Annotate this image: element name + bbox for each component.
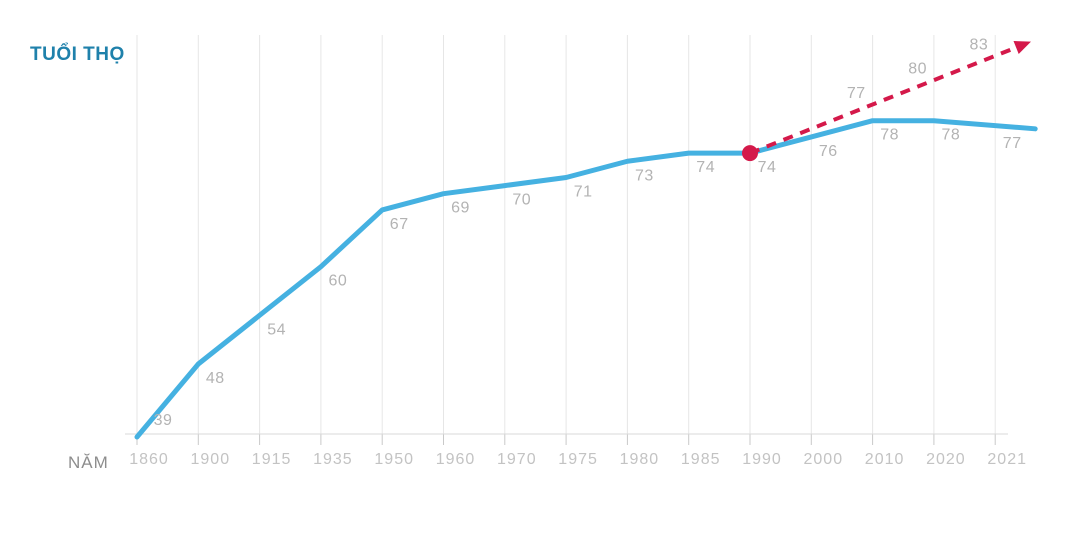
value-label: 69 — [451, 200, 470, 217]
x-tick-label: 2010 — [865, 451, 905, 468]
x-tick-label: 1860 — [129, 451, 169, 468]
value-label: 71 — [574, 183, 593, 200]
projection-value-label: 80 — [908, 61, 927, 78]
actual-line — [134, 118, 1038, 440]
chart-title: TUỔI THỌ — [30, 44, 125, 65]
x-tick-label: 1970 — [497, 451, 537, 468]
value-label: 78 — [880, 127, 899, 144]
projection-arrowhead-icon — [1013, 41, 1031, 54]
value-label: 39 — [154, 412, 173, 429]
value-label: 74 — [758, 159, 777, 176]
projection-line — [749, 44, 1019, 156]
value-label: 73 — [635, 167, 654, 184]
x-tick-label: 1975 — [558, 451, 598, 468]
x-tick-label: 1960 — [436, 451, 476, 468]
x-tick-label: 2020 — [926, 451, 966, 468]
value-label: 54 — [267, 321, 286, 338]
x-axis-title: NĂM — [68, 453, 109, 472]
current-point-marker — [742, 145, 758, 162]
x-tick-label: 1980 — [620, 451, 660, 468]
projection-value-label: 83 — [970, 36, 989, 53]
x-tick-label: 1915 — [252, 451, 292, 468]
x-tick-label: 2021 — [987, 451, 1027, 468]
x-tick-label: 1935 — [313, 451, 353, 468]
x-tick-label: 1990 — [742, 451, 782, 468]
value-label: 67 — [390, 216, 409, 233]
value-label: 70 — [512, 192, 531, 209]
x-tick-label: 2000 — [804, 451, 844, 468]
value-label: 76 — [819, 143, 838, 160]
x-tick-label: 1900 — [191, 451, 231, 468]
value-label: 48 — [206, 370, 225, 387]
value-label: 74 — [696, 159, 715, 176]
x-tick-label: 1950 — [374, 451, 414, 468]
projection-value-label: 77 — [847, 85, 866, 102]
value-label: 78 — [942, 127, 961, 144]
x-tick-label: 1985 — [681, 451, 721, 468]
value-label: 60 — [329, 273, 348, 290]
value-label: 77 — [1003, 135, 1022, 152]
